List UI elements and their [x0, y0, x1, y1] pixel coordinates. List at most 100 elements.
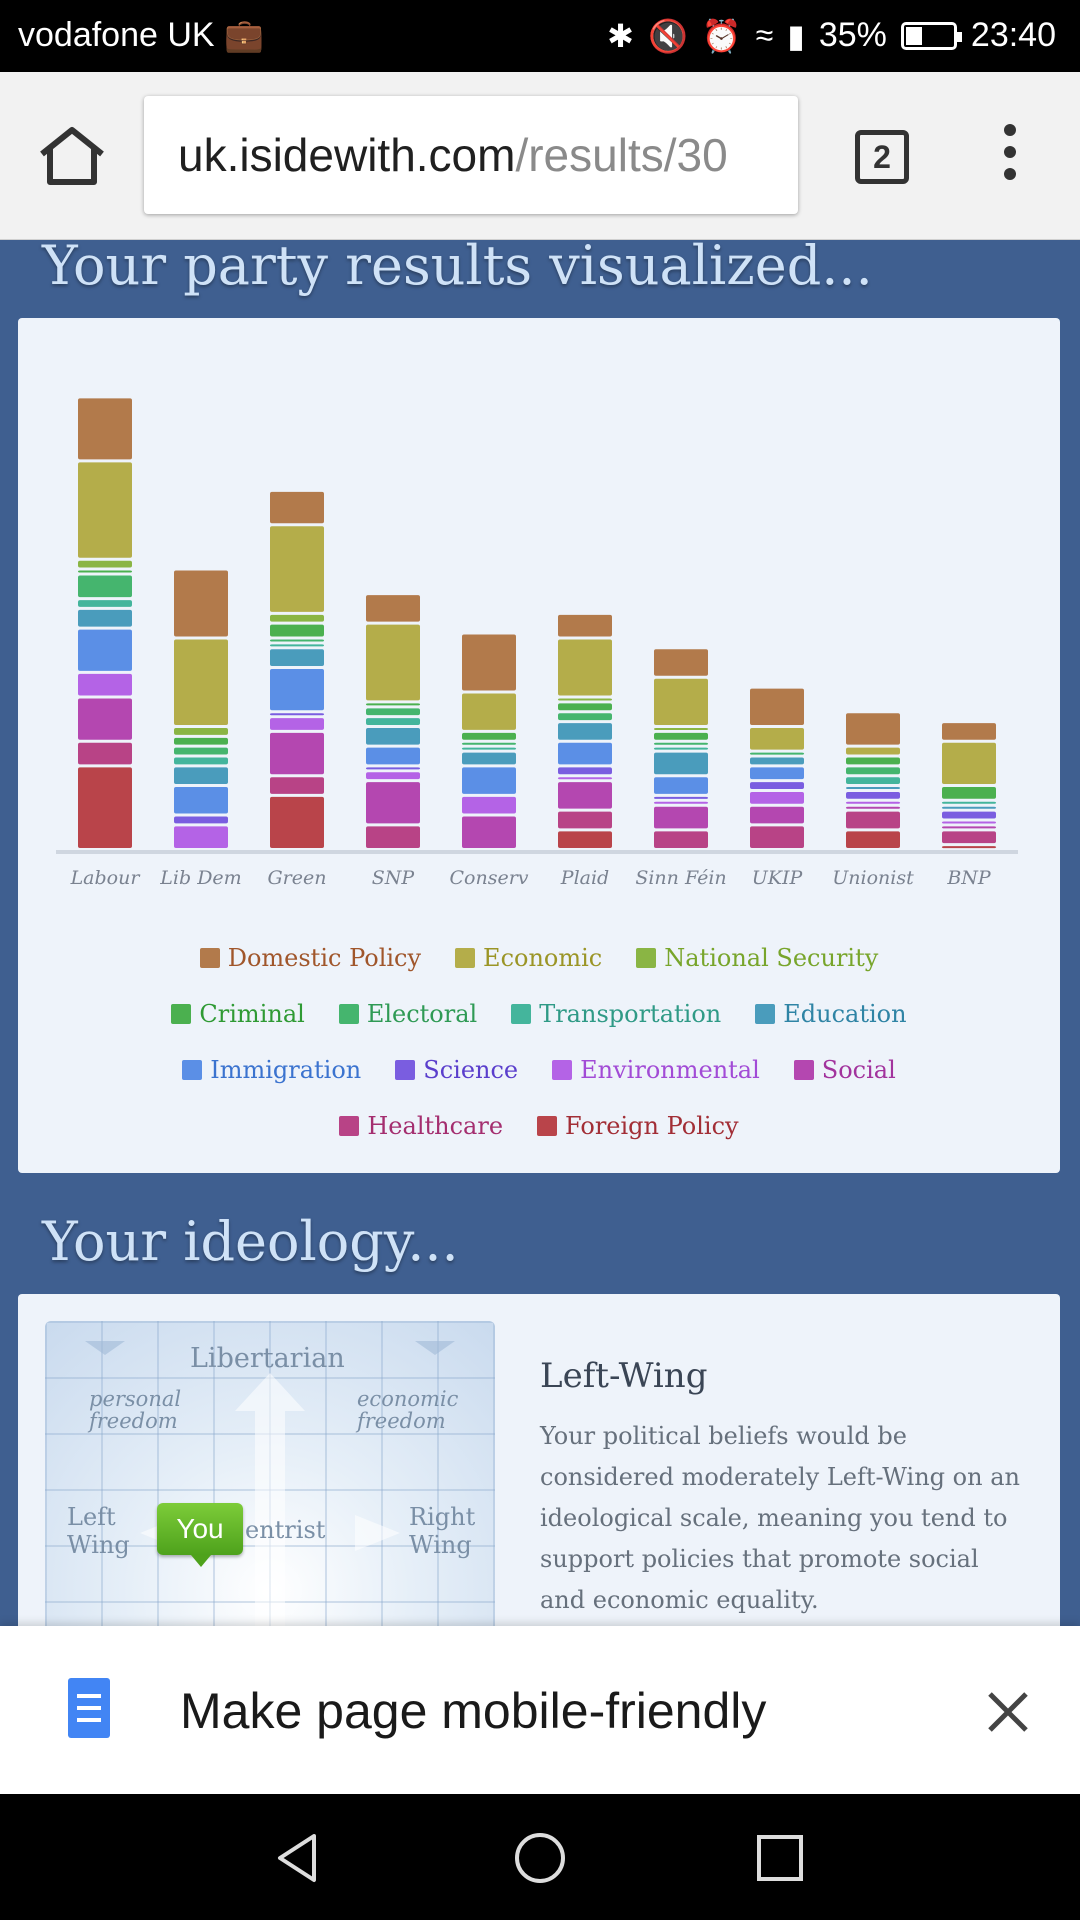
personal-freedom-label-2: freedom	[89, 1409, 178, 1433]
bar-segment-snp-criminal	[366, 703, 420, 706]
legend-swatch	[537, 1116, 558, 1136]
bar-segment-labour-education	[78, 609, 132, 627]
bar-segment-ukip-immigration	[750, 767, 804, 780]
chart-baseline	[56, 850, 1018, 854]
legend-swatch	[338, 1004, 359, 1024]
bar-segment-sinn-f-in-environmental	[654, 801, 708, 804]
android-nav-bar	[0, 1794, 1080, 1920]
legend-item: Domestic Policy	[199, 944, 421, 972]
bar-segment-ukip-education	[750, 757, 804, 765]
bar-segment-plaid-criminal	[558, 703, 612, 711]
url-host: uk.isidewith.com	[178, 129, 516, 181]
x-tick-label: Lib Dem	[159, 867, 241, 889]
ideology-section-title: Your ideology...	[42, 1210, 459, 1273]
bar-segment-sinn-f-in-healthcare	[654, 831, 708, 848]
legend-label: Electoral	[366, 1000, 478, 1028]
bar-segment-unionist-economic	[846, 747, 900, 755]
bar-segment-lib-dem-electoral	[174, 747, 228, 755]
legend-row: Domestic Policy Economic National Security	[58, 930, 1020, 986]
wifi-icon: ≈	[755, 17, 774, 53]
bar-segment-conserv-economic	[462, 693, 516, 730]
legend-label: Foreign Policy	[565, 1112, 739, 1140]
mobile-friendly-banner[interactable]: Make page mobile-friendly	[0, 1626, 1080, 1794]
home-nav-icon[interactable]	[512, 1830, 568, 1886]
battery-fill	[905, 26, 922, 45]
bar-segment-unionist-social	[846, 806, 900, 809]
legend-swatch	[339, 1116, 360, 1136]
bar-segment-snp-education	[366, 728, 420, 745]
legend-item: Criminal	[171, 1000, 305, 1028]
bar-segment-sinn-f-in-transportation	[654, 747, 708, 750]
overflow-menu-icon[interactable]	[990, 124, 1030, 188]
url-bar[interactable]: uk.isidewith.com/results/30	[144, 96, 798, 214]
bar-segment-labour-immigration	[78, 629, 132, 671]
x-tick-label: SNP	[372, 867, 416, 889]
tab-switcher-button[interactable]: 2	[855, 130, 909, 184]
you-marker: You	[157, 1503, 243, 1567]
ideology-heading: Left-Wing	[540, 1356, 708, 1396]
x-tick-label: Unionist	[832, 867, 914, 889]
bar-segment-lib-dem-economic	[174, 639, 228, 725]
bar-segment-snp-domestic-policy	[366, 595, 420, 622]
legend-label: Social	[821, 1056, 896, 1084]
bar-segment-plaid-science	[558, 767, 612, 775]
recents-icon[interactable]	[752, 1830, 808, 1886]
legend-item: Electoral	[338, 1000, 478, 1028]
bar-segment-lib-dem-environmental	[174, 826, 228, 848]
bar-segment-unionist-electoral	[846, 767, 900, 775]
bar-segment-labour-foreign-policy	[78, 767, 132, 848]
bar-segment-green-science	[270, 713, 324, 716]
bar-segment-sinn-f-in-economic	[654, 678, 708, 725]
close-icon[interactable]	[984, 1688, 1032, 1736]
legend-swatch	[511, 1004, 532, 1024]
bar-segment-bnp-foreign-policy	[942, 846, 996, 849]
legend-label: Criminal	[199, 1000, 305, 1028]
browser-toolbar: uk.isidewith.com/results/30 2	[0, 72, 1080, 240]
back-icon[interactable]	[270, 1830, 326, 1886]
legend-item: Social	[793, 1056, 896, 1084]
bar-segment-lib-dem-education	[174, 767, 228, 785]
bar-segment-snp-electoral	[366, 708, 420, 716]
right-wing-label-1: Right	[409, 1503, 476, 1531]
bar-segment-green-environmental	[270, 718, 324, 730]
bar-segment-green-healthcare	[270, 777, 324, 794]
bar-segment-sinn-f-in-science	[654, 796, 708, 799]
document-icon	[68, 1678, 110, 1738]
status-icons: ✱ 🔇 ⏰ ≈ ▮ 35% 23:40	[607, 16, 1056, 55]
bar-segment-labour-environmental	[78, 673, 132, 696]
bar-segment-plaid-foreign-policy	[558, 831, 612, 848]
bar-segment-plaid-environmental	[558, 777, 612, 780]
bar-segment-conserv-social	[462, 816, 516, 848]
legend-label: Immigration	[210, 1056, 362, 1084]
legend-item: National Security	[636, 944, 878, 972]
bar-segment-unionist-science	[846, 791, 900, 799]
bar-segment-lib-dem-immigration	[174, 787, 228, 814]
bar-segment-green-domestic-policy	[270, 491, 324, 524]
legend-swatch	[199, 948, 220, 968]
left-wing-label-2: Wing	[67, 1531, 130, 1559]
party-results-chart-panel: Labour Lib Dem Green SNP Conserv Plaid Sinn Fé…	[18, 318, 1060, 1173]
party-results-chart: Labour Lib Dem Green SNP Conserv Plaid Sinn Fé…	[56, 398, 1018, 889]
banner-text[interactable]: Make page mobile-friendly	[180, 1683, 767, 1739]
bar-segment-plaid-domestic-policy	[558, 614, 612, 637]
bar-segment-lib-dem-domestic-policy	[174, 570, 228, 637]
carrier-name: vodafone UK 💼	[18, 16, 264, 55]
bar-segment-labour-social	[78, 698, 132, 740]
bar-segment-labour-criminal	[78, 570, 132, 573]
bar-segment-ukip-economic	[750, 728, 804, 750]
bar-segment-bnp-criminal	[942, 787, 996, 799]
web-page: Your party results visualized... Labour L…	[0, 240, 1080, 1626]
mute-icon: 🔇	[647, 17, 688, 54]
legend-item: Environmental	[552, 1056, 760, 1084]
bar-segment-conserv-criminal	[462, 732, 516, 740]
legend-swatch	[793, 1060, 814, 1080]
bar-segment-sinn-f-in-national-security	[654, 728, 708, 730]
bar-segment-labour-economic	[78, 462, 132, 558]
bar-segment-lib-dem-science	[174, 816, 228, 824]
home-icon[interactable]	[36, 124, 108, 188]
status-bar: vodafone UK 💼 ✱ 🔇 ⏰ ≈ ▮ 35% 23:40	[0, 0, 1080, 72]
bar-segment-lib-dem-transportation	[174, 757, 228, 765]
bar-segment-plaid-electoral	[558, 713, 612, 721]
bar-segment-conserv-education	[462, 752, 516, 765]
url-path: /results/30	[515, 129, 728, 181]
